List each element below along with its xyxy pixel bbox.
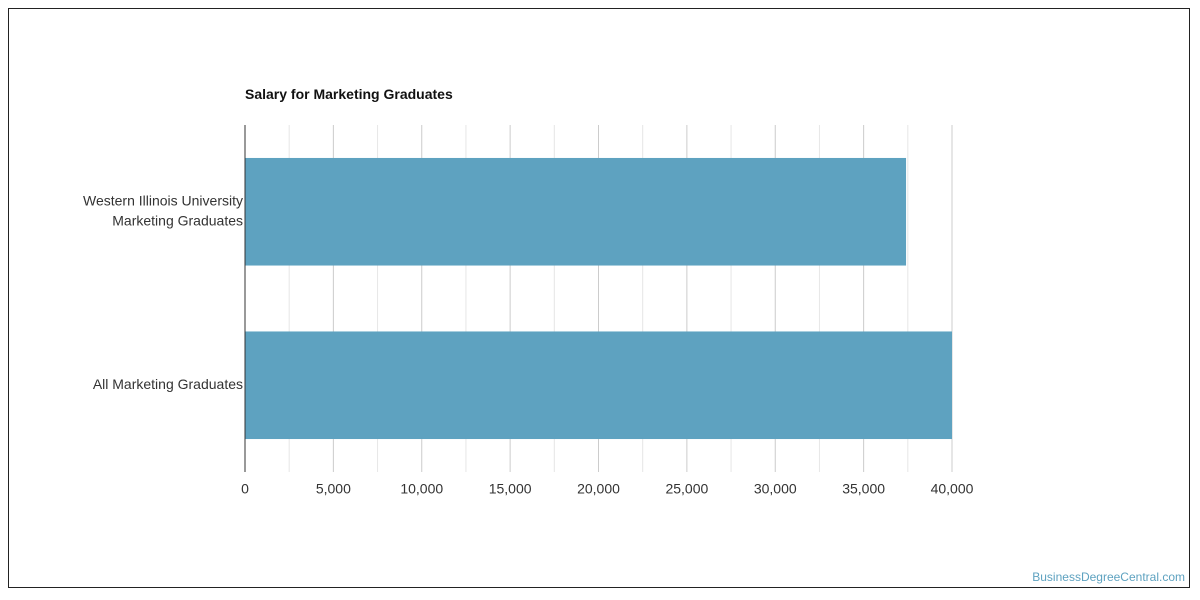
x-tick-label: 30,000 bbox=[754, 481, 797, 497]
x-tick-label: 0 bbox=[241, 481, 249, 497]
x-tick-label: 25,000 bbox=[665, 481, 708, 497]
chart-frame bbox=[8, 8, 1190, 588]
x-tick-label: 20,000 bbox=[577, 481, 620, 497]
category-label: All Marketing Graduates bbox=[93, 376, 243, 392]
x-tick-label: 15,000 bbox=[489, 481, 532, 497]
site-watermark[interactable]: BusinessDegreeCentral.com bbox=[1032, 570, 1185, 584]
bars bbox=[245, 157, 952, 440]
x-tick-label: 40,000 bbox=[931, 481, 974, 497]
bar[interactable] bbox=[245, 157, 907, 266]
category-label: Western Illinois University bbox=[83, 192, 243, 208]
x-tick-label: 5,000 bbox=[316, 481, 351, 497]
category-label: Marketing Graduates bbox=[112, 212, 243, 228]
bar[interactable] bbox=[245, 331, 952, 440]
chart-title: Salary for Marketing Graduates bbox=[245, 86, 453, 102]
labels: Western Illinois University Marketing Gra… bbox=[83, 192, 974, 496]
x-tick-label: 10,000 bbox=[400, 481, 443, 497]
x-tick-label: 35,000 bbox=[842, 481, 885, 497]
